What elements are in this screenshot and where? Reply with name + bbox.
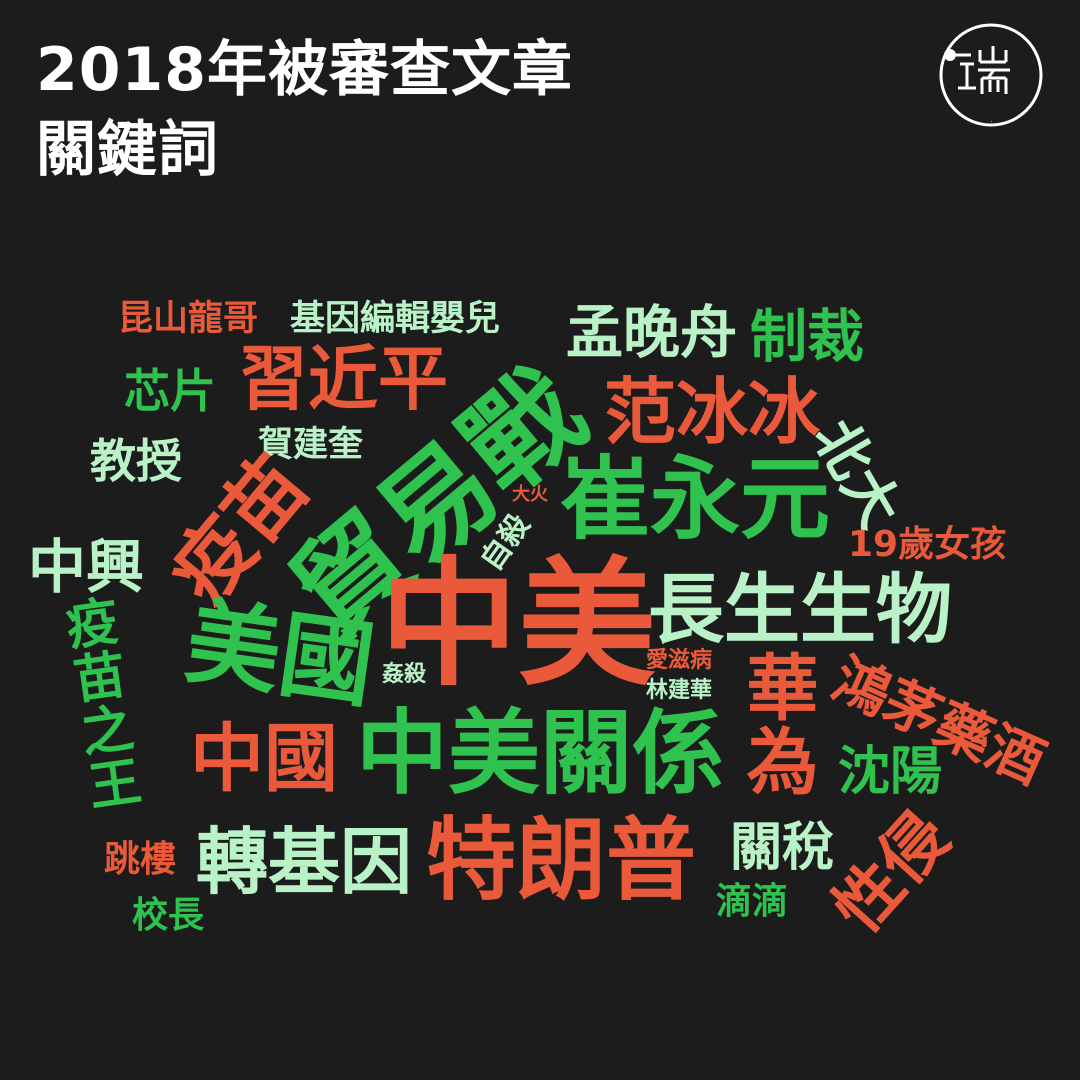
word-tariff: 關稅 bbox=[730, 818, 835, 878]
title-line-2: 關鍵詞 bbox=[36, 115, 219, 185]
word-vaccine-king: 疫苗之王 bbox=[53, 592, 143, 816]
word-sino-us: 中美 bbox=[380, 544, 657, 705]
word-principal: 校長 bbox=[132, 895, 205, 936]
word-girl19: 19歲女孩 bbox=[848, 524, 1007, 565]
page-title: 2018年被審查文章 關鍵詞 bbox=[36, 30, 573, 190]
word-shenyang: 沈陽 bbox=[838, 742, 943, 802]
word-changsheng: 長生生物 bbox=[648, 565, 952, 654]
word-fire: 大火 bbox=[512, 484, 548, 505]
word-chip: 芯片 bbox=[124, 364, 216, 418]
word-gmo: 轉基因 bbox=[196, 820, 413, 904]
word-aids: 愛滋病 bbox=[646, 648, 713, 673]
word-trump: 特朗普 bbox=[426, 808, 696, 913]
word-relations: 中美關係 bbox=[356, 700, 725, 807]
word-gene-baby: 基因編輯嬰兒 bbox=[290, 299, 501, 339]
word-zte: 中興 bbox=[28, 533, 145, 601]
word-usa: 美國 bbox=[179, 587, 381, 722]
word-jump: 跳樓 bbox=[104, 839, 177, 880]
word-lin: 林建華 bbox=[646, 678, 713, 703]
word-he: 賀建奎 bbox=[258, 425, 364, 465]
word-professor: 教授 bbox=[90, 434, 182, 488]
word-china: 中國 bbox=[190, 716, 338, 802]
word-kunshan: 昆山龍哥 bbox=[118, 299, 259, 339]
word-cui: 崔永元 bbox=[560, 447, 830, 552]
word-didi: 滴滴 bbox=[716, 881, 789, 922]
logo-text: 端 bbox=[991, 120, 992, 123]
title-line-1: 2018年被審查文章 bbox=[36, 35, 573, 105]
word-xi: 習近平 bbox=[238, 338, 448, 420]
word-huawei: 華為 bbox=[734, 650, 818, 798]
word-rape: 姦殺 bbox=[382, 662, 427, 687]
initium-logo-icon: 端 bbox=[939, 23, 1043, 127]
word-sexual-assault: 性侵 bbox=[818, 797, 965, 948]
word-meng: 孟晚舟 bbox=[566, 300, 737, 366]
word-sanction: 制裁 bbox=[750, 304, 864, 370]
word-fan: 范冰冰 bbox=[604, 370, 821, 454]
